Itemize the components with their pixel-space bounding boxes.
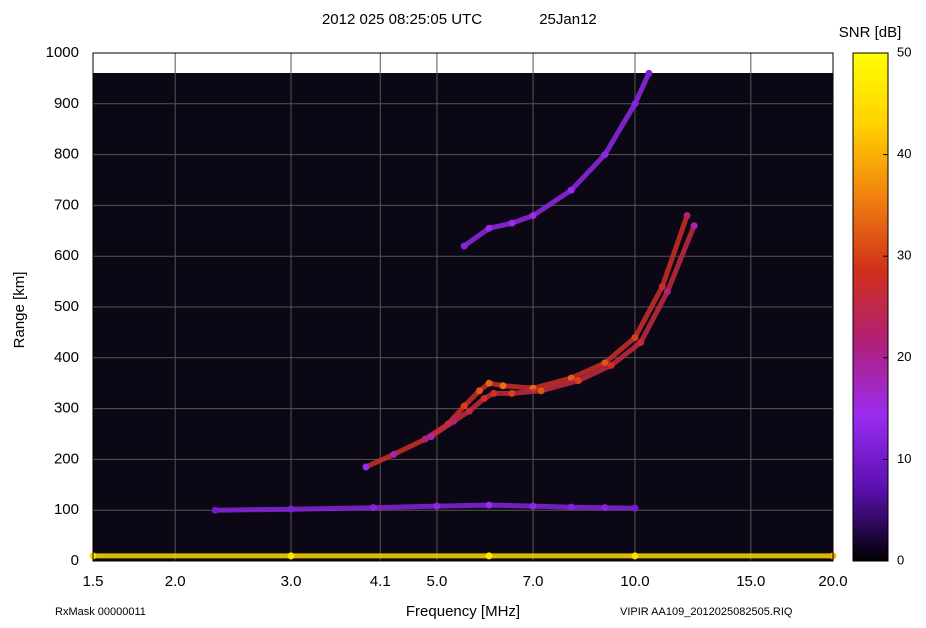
y-tick-label: 200: [54, 450, 79, 467]
x-tick-label: 7.0: [523, 573, 544, 590]
echo-point: [631, 552, 639, 560]
colorbar-tick-label: 0: [897, 552, 904, 567]
echo-point: [631, 504, 639, 512]
echo-point: [631, 100, 639, 108]
y-tick-label: 600: [54, 247, 79, 264]
echo-point: [450, 417, 458, 425]
echo-point: [529, 212, 537, 220]
echo-point: [460, 402, 468, 410]
y-tick-label: 0: [71, 552, 79, 569]
colorbar-tick-label: 10: [897, 451, 911, 466]
echo-trace: [461, 70, 652, 249]
x-tick-label: 4.1: [370, 573, 391, 590]
colorbar-tick-label: 40: [897, 146, 911, 161]
echo-point: [529, 502, 537, 510]
echo-point: [499, 382, 507, 390]
echo-point: [508, 219, 516, 227]
echo-point: [607, 361, 615, 369]
echo-point: [433, 502, 441, 510]
echo-point: [485, 552, 493, 560]
echo-point: [601, 504, 609, 512]
y-tick-label: 900: [54, 95, 79, 112]
echo-point: [574, 377, 582, 385]
y-tick-label: 800: [54, 146, 79, 163]
x-axis-label: Frequency [MHz]: [406, 603, 520, 620]
colorbar-tick-label: 30: [897, 248, 911, 263]
x-tick-label: 20.0: [818, 573, 847, 590]
echo-point: [490, 389, 498, 397]
echo-point: [567, 186, 575, 194]
echo-point: [663, 288, 671, 296]
x-tick-label: 2.0: [165, 573, 186, 590]
echo-point: [421, 435, 429, 443]
x-tick-label: 3.0: [281, 573, 302, 590]
echo-point: [601, 151, 609, 159]
echo-point: [427, 433, 435, 441]
y-axis-label: Range [km]: [11, 272, 28, 349]
x-tick-label: 15.0: [736, 573, 765, 590]
chart-title: 2012 025 08:25:05 UTC: [322, 11, 482, 28]
echo-point: [537, 387, 545, 395]
echo-point: [508, 389, 516, 397]
echo-point: [362, 463, 370, 471]
echo-point: [658, 283, 666, 291]
echo-point: [465, 407, 473, 415]
echo-point: [637, 339, 645, 347]
colorbar: [852, 52, 889, 562]
y-tick-label: 300: [54, 400, 79, 417]
y-tick-label: 700: [54, 196, 79, 213]
plot-frame: [92, 52, 834, 562]
echo-point: [567, 503, 575, 511]
colorbar-tick-label: 50: [897, 44, 911, 59]
echo-point: [485, 379, 493, 387]
echo-point: [485, 501, 493, 509]
echo-point: [460, 242, 468, 250]
echo-point: [683, 212, 691, 220]
y-tick-label: 400: [54, 349, 79, 366]
echo-point: [369, 504, 377, 512]
colorbar-label: SNR [dB]: [839, 24, 902, 41]
echo-point: [287, 505, 295, 513]
y-tick-label: 100: [54, 501, 79, 518]
y-tick-label: 1000: [46, 44, 79, 61]
right-footer: VIPIR AA109_2012025082505.RIQ: [620, 606, 793, 618]
echo-point: [631, 333, 639, 341]
echo-point: [485, 224, 493, 232]
echo-point: [475, 387, 483, 395]
x-tick-label: 5.0: [427, 573, 448, 590]
date-label: 25Jan12: [539, 11, 597, 28]
left-footer: RxMask 00000011: [55, 606, 146, 618]
echo-point: [480, 394, 488, 402]
echo-point: [690, 222, 698, 230]
x-tick-label: 1.5: [83, 573, 104, 590]
x-tick-label: 10.0: [620, 573, 649, 590]
no-data-strip: [93, 53, 833, 73]
echo-point: [211, 506, 219, 514]
colorbar-tick-label: 20: [897, 349, 911, 364]
echo-point: [390, 450, 398, 458]
echo-point: [601, 359, 609, 367]
echo-point: [287, 552, 295, 560]
echo-point: [645, 69, 653, 77]
y-tick-label: 500: [54, 298, 79, 315]
